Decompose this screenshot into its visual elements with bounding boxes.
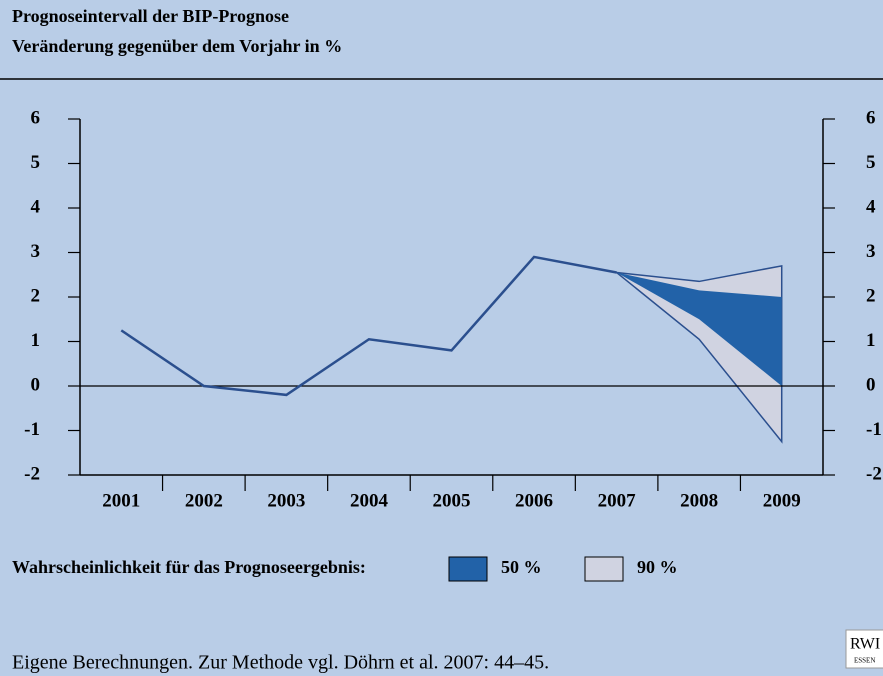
logo-box	[845, 629, 883, 669]
y-tick-label: 5	[31, 152, 41, 173]
y2-tick-label: 0	[866, 374, 876, 395]
y2-tick-label: 6	[866, 107, 876, 128]
legend-label: 50 %	[501, 557, 542, 577]
x-tick-label: 2008	[680, 490, 718, 511]
logo: RWI	[850, 636, 880, 653]
line	[120, 255, 617, 397]
chart-title: Prognoseintervall der BIP-Prognose	[12, 6, 289, 26]
x-tick-label: 2009	[763, 490, 801, 511]
x-tick-label: 2002	[185, 490, 223, 511]
x-tick-label: 2007	[598, 490, 637, 511]
legend-swatch	[584, 556, 624, 582]
y2-tick-label: 2	[866, 285, 876, 306]
y-tick-label: -1	[24, 419, 40, 440]
x-tick-label: 2005	[433, 490, 471, 511]
y-tick-label: -2	[24, 463, 40, 484]
y2-tick-label: 5	[866, 152, 876, 173]
source-note: Eigene Berechnungen. Zur Methode vgl. Dö…	[12, 652, 549, 674]
y2-tick-label: 4	[866, 196, 876, 217]
legend-swatch	[448, 556, 488, 582]
legend-label: 90 %	[637, 557, 678, 577]
x-tick-label: 2003	[267, 490, 305, 511]
y-tick-label: 4	[31, 196, 41, 217]
y-tick-label: 0	[31, 374, 41, 395]
x-tick-label: 2001	[102, 490, 140, 511]
chart-subtitle: Veränderung gegenüber dem Vorjahr in %	[12, 36, 342, 56]
y-tick-label: 1	[31, 330, 41, 351]
x-tick-label: 2006	[515, 490, 553, 511]
fan-band	[616, 272, 782, 386]
legend-title: Wahrscheinlichkeit für das Prognoseergeb…	[12, 557, 366, 577]
logo-sub: ESSEN	[854, 657, 875, 665]
y2-tick-label: 3	[866, 241, 876, 262]
y-tick-label: 3	[31, 241, 41, 262]
y2-tick-label: 1	[866, 330, 876, 351]
y-tick-label: 6	[31, 107, 41, 128]
x-tick-label: 2004	[350, 490, 389, 511]
y2-tick-label: -2	[866, 463, 882, 484]
y2-tick-label: -1	[866, 419, 882, 440]
y-tick-label: 2	[31, 285, 41, 306]
